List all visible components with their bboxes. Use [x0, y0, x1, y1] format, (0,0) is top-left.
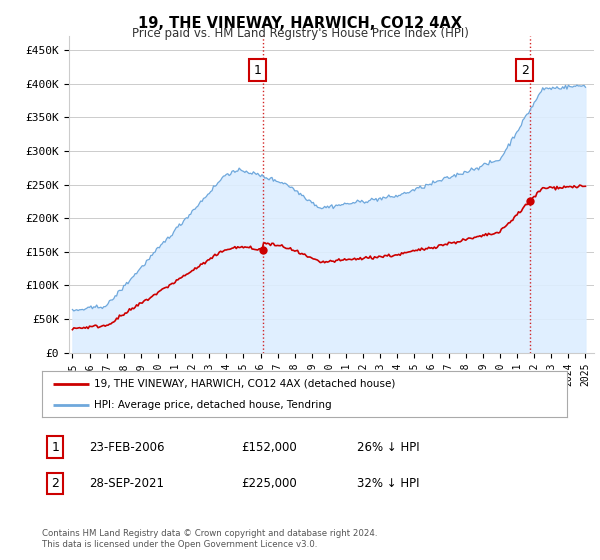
Text: 19, THE VINEWAY, HARWICH, CO12 4AX (detached house): 19, THE VINEWAY, HARWICH, CO12 4AX (deta… — [95, 379, 396, 389]
Text: 28-SEP-2021: 28-SEP-2021 — [89, 477, 164, 490]
Text: £225,000: £225,000 — [241, 477, 297, 490]
Text: 1: 1 — [254, 63, 262, 77]
Text: £152,000: £152,000 — [241, 441, 297, 454]
Text: 19, THE VINEWAY, HARWICH, CO12 4AX: 19, THE VINEWAY, HARWICH, CO12 4AX — [138, 16, 462, 31]
Text: 2: 2 — [521, 63, 529, 77]
Text: 1: 1 — [51, 441, 59, 454]
Text: 32% ↓ HPI: 32% ↓ HPI — [357, 477, 419, 490]
Text: 26% ↓ HPI: 26% ↓ HPI — [357, 441, 419, 454]
Text: Contains HM Land Registry data © Crown copyright and database right 2024.
This d: Contains HM Land Registry data © Crown c… — [42, 529, 377, 549]
Text: 2: 2 — [51, 477, 59, 490]
Text: HPI: Average price, detached house, Tendring: HPI: Average price, detached house, Tend… — [95, 400, 332, 410]
Text: 23-FEB-2006: 23-FEB-2006 — [89, 441, 165, 454]
Text: Price paid vs. HM Land Registry's House Price Index (HPI): Price paid vs. HM Land Registry's House … — [131, 27, 469, 40]
